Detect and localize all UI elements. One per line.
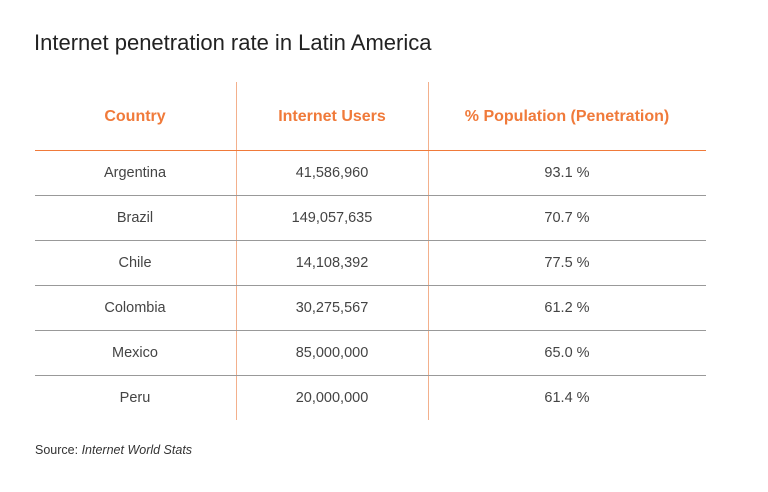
table-cell: 93.1 % bbox=[544, 165, 590, 181]
table-cell: 77.5 % bbox=[544, 255, 590, 271]
table-cell: 30,275,567 bbox=[295, 300, 369, 316]
table-cell: 70.7 % bbox=[544, 210, 590, 226]
source-text: Internet World Stats bbox=[81, 443, 193, 457]
column-divider bbox=[236, 82, 237, 420]
column-header: % Population (Penetration) bbox=[464, 108, 670, 125]
table-cell: 85,000,000 bbox=[295, 345, 369, 361]
table-cell: Mexico bbox=[112, 345, 158, 361]
row-divider bbox=[35, 285, 706, 286]
row-divider bbox=[35, 240, 706, 241]
table-cell: 61.4 % bbox=[544, 390, 590, 406]
header-rule bbox=[35, 150, 706, 151]
row-divider bbox=[35, 330, 706, 331]
title: Internet penetration rate in Latin Ameri… bbox=[34, 30, 432, 55]
source-label: Source: bbox=[35, 443, 79, 457]
row-divider bbox=[35, 195, 706, 196]
table-cell: Colombia bbox=[104, 300, 166, 316]
column-header: Internet Users bbox=[278, 108, 386, 125]
table-cell: 65.0 % bbox=[544, 345, 590, 361]
row-divider bbox=[35, 375, 706, 376]
table-cell: Peru bbox=[119, 390, 151, 406]
table-cell: 14,108,392 bbox=[295, 255, 369, 271]
table-cell: Chile bbox=[118, 255, 152, 271]
table-cell: 61.2 % bbox=[544, 300, 590, 316]
column-divider bbox=[428, 82, 429, 420]
column-header: Country bbox=[104, 108, 166, 125]
source: Source: Internet World Stats bbox=[35, 443, 192, 457]
table-cell: 41,586,960 bbox=[295, 165, 369, 181]
table-cell: Brazil bbox=[116, 210, 154, 226]
table-cell: 20,000,000 bbox=[295, 390, 369, 406]
table-cell: Argentina bbox=[103, 165, 167, 181]
table-cell: 149,057,635 bbox=[291, 210, 373, 226]
